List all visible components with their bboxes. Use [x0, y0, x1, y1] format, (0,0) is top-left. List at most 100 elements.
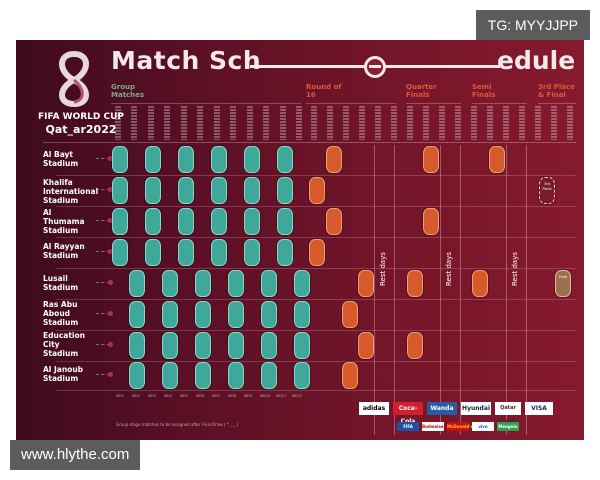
- brand-qatar-2022: Qat_ar2022: [45, 123, 117, 136]
- match-badge-sf: [472, 270, 488, 297]
- rest-days-label: Rest days: [379, 252, 387, 286]
- match-badge-r16: [358, 270, 374, 297]
- world-cup-emblem-icon: [59, 50, 89, 108]
- match-badge-group: [211, 177, 227, 204]
- match-badge-qf: [407, 270, 423, 297]
- connector: [96, 280, 113, 285]
- connector: [96, 156, 113, 161]
- match-badge-group: [211, 208, 227, 235]
- match-badge-sf: [489, 146, 505, 173]
- match-badge-r16: [326, 146, 342, 173]
- stadium-al-rayyan: Al Rayyan Stadium: [43, 242, 85, 260]
- row-divider: [56, 361, 576, 362]
- match-badge-group: [195, 332, 211, 359]
- match-badge-group: [244, 208, 260, 235]
- stage-line-r16: [306, 103, 396, 104]
- match-badge-group: [244, 239, 260, 266]
- stadium-al-janoub: Al Janoub Stadium: [43, 365, 84, 383]
- connector: [96, 218, 113, 223]
- sponsor-hyundai: Hyundai: [461, 402, 491, 415]
- match-badge-group: [195, 301, 211, 328]
- match-badge-group: [195, 270, 211, 297]
- stadium-al-thumama: Al Thumama Stadium: [43, 208, 85, 235]
- match-badge-qf: [423, 208, 439, 235]
- match-badge-group: [294, 332, 310, 359]
- rest-col-line: [460, 145, 461, 435]
- match-badge-third-place: 3rd Place: [539, 177, 555, 204]
- match-badge-group: [145, 146, 161, 173]
- match-badge-group: [178, 208, 194, 235]
- match-badge-group: [244, 146, 260, 173]
- stage-quarter-finals: Quarter Finals: [406, 83, 437, 99]
- stadium-lusail: Lusail Stadium: [43, 274, 79, 292]
- match-badge-r16: [309, 239, 325, 266]
- date-header: [111, 106, 581, 142]
- match-badge-qf: [423, 146, 439, 173]
- match-badge-group: [162, 301, 178, 328]
- match-badge-group: [277, 208, 293, 235]
- match-badge-group: [145, 177, 161, 204]
- stage-group-matches: Group Matches: [111, 83, 145, 99]
- match-badge-group: [112, 146, 128, 173]
- stadium-khalifa: Khalifa International Stadium: [43, 178, 99, 205]
- connector: [96, 372, 113, 377]
- rest-col-line: [440, 145, 441, 435]
- match-badge-group: [261, 332, 277, 359]
- match-badge-group: [162, 332, 178, 359]
- match-badge-r16: [309, 177, 325, 204]
- watermark-top: TG: MYYJJPP: [475, 10, 590, 40]
- match-badge-group: [228, 362, 244, 389]
- sponsor-wanda: Wanda: [427, 402, 457, 415]
- connector: [96, 187, 113, 192]
- match-schedule-poster: FIFA WORLD CUP Qat_ar2022 Match Sch edul…: [16, 40, 584, 440]
- stage-line-final: [538, 103, 576, 104]
- row-divider: [56, 206, 576, 207]
- stage-line-qf: [406, 103, 461, 104]
- match-badge-group: [261, 270, 277, 297]
- match-badge-group: [145, 208, 161, 235]
- sponsor-adidas: adidas: [359, 402, 389, 415]
- stage-third-final: 3rd Place & Final: [538, 83, 575, 99]
- match-badge-group: [277, 146, 293, 173]
- sponsor-budweiser: Budweiser: [422, 422, 446, 431]
- rest-col-line: [374, 145, 375, 435]
- header-divider: [43, 142, 576, 143]
- match-badge-group: [261, 301, 277, 328]
- match-badge-group: [277, 239, 293, 266]
- stadium-ras-abu-aboud: Ras Abu Aboud Stadium: [43, 300, 79, 327]
- sponsor-vivo: vivo: [472, 422, 494, 431]
- sponsor-mengniu: Mengniu: [497, 422, 519, 431]
- match-badge-group: [195, 362, 211, 389]
- match-badge-r16: [358, 332, 374, 359]
- match-badge-group: [112, 177, 128, 204]
- match-badge-group: [261, 362, 277, 389]
- sponsor-coca-cola: Coca-Cola: [393, 402, 423, 425]
- match-badge-group: [178, 239, 194, 266]
- stage-round-of-16: Round of 16: [306, 83, 342, 99]
- rest-col-line: [506, 145, 507, 435]
- rest-col-line: [394, 145, 395, 435]
- rest-col-line: [526, 145, 527, 435]
- footnote: Group stage matches to be assigned after…: [116, 422, 239, 427]
- rest-days-label: Rest days: [445, 252, 453, 286]
- match-badge-group: [112, 208, 128, 235]
- match-badge-group: [277, 177, 293, 204]
- match-badge-r16: [326, 208, 342, 235]
- match-badge-group: [228, 332, 244, 359]
- stage-line-sf: [472, 103, 527, 104]
- rest-days-label: Rest days: [511, 252, 519, 286]
- connector: [96, 249, 113, 254]
- match-badge-group: [162, 270, 178, 297]
- match-badge-group: [211, 239, 227, 266]
- match-badge-group: [162, 362, 178, 389]
- stadium-education-city: Education City Stadium: [43, 331, 85, 358]
- match-badge-group: [178, 177, 194, 204]
- row-divider: [56, 299, 576, 300]
- match-badge-group: [294, 301, 310, 328]
- title-ring-icon: [364, 56, 386, 78]
- match-badge-r16: [342, 362, 358, 389]
- watermark-bottom: www.hlythe.com: [10, 440, 141, 470]
- stadium-al-bayt: Al Bayt Stadium: [43, 150, 79, 168]
- brand-fifa-world-cup: FIFA WORLD CUP: [37, 112, 125, 122]
- match-badge-group: [178, 146, 194, 173]
